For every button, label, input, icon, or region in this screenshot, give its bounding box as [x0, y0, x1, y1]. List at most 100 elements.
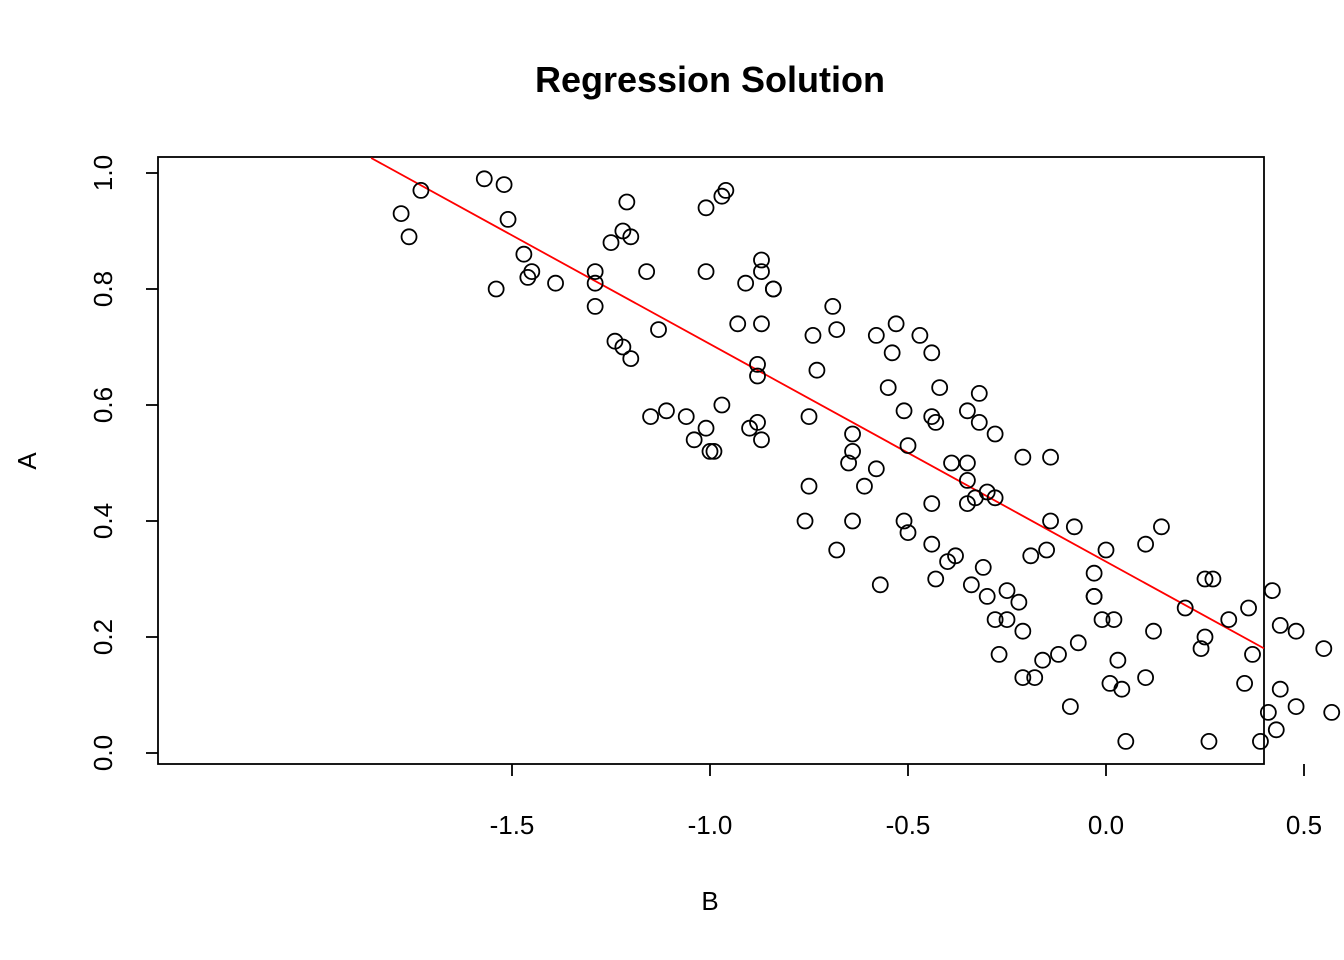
- data-point: [800, 408, 818, 426]
- data-point: [1010, 593, 1028, 611]
- data-point: [1271, 680, 1289, 698]
- data-point: [713, 396, 731, 414]
- x-axis-label: B: [701, 886, 718, 916]
- data-point: [828, 541, 846, 559]
- data-point: [1244, 646, 1261, 663]
- data-point: [1105, 611, 1123, 628]
- data-point: [808, 361, 826, 379]
- data-point: [1014, 448, 1032, 466]
- data-point: [871, 576, 889, 594]
- data-point: [392, 205, 410, 223]
- data-point: [717, 181, 735, 199]
- data-point: [749, 413, 766, 431]
- data-point: [749, 355, 766, 373]
- data-point: [638, 263, 656, 281]
- data-point: [1042, 512, 1059, 530]
- y-tick-label: 1.0: [88, 155, 118, 191]
- data-point: [828, 321, 846, 339]
- data-point: [923, 495, 941, 513]
- data-point: [586, 297, 604, 315]
- data-point: [1069, 634, 1087, 652]
- data-point: [737, 274, 755, 292]
- data-point: [1315, 640, 1333, 657]
- data-point: [895, 402, 913, 420]
- data-point: [622, 228, 640, 246]
- data-point: [1014, 622, 1032, 640]
- data-point: [927, 570, 945, 588]
- regression-line: [370, 157, 1265, 650]
- data-point: [927, 413, 945, 431]
- data-point: [1271, 617, 1289, 634]
- data-point: [923, 535, 941, 553]
- data-point: [962, 576, 980, 594]
- data-point: [586, 274, 604, 292]
- data-point: [998, 582, 1016, 599]
- data-point: [1192, 640, 1210, 657]
- data-point: [697, 263, 715, 281]
- data-point: [1263, 582, 1281, 599]
- data-point: [1085, 588, 1103, 605]
- data-point: [753, 251, 770, 269]
- data-point: [990, 646, 1008, 663]
- data-point: [1259, 704, 1277, 721]
- data-point: [1240, 599, 1257, 617]
- data-point: [1176, 599, 1194, 617]
- data-point: [677, 408, 695, 426]
- data-point: [1117, 733, 1135, 750]
- x-tick-label: -1.5: [490, 810, 535, 840]
- data-point: [1014, 669, 1032, 686]
- data-point: [959, 454, 976, 472]
- data-point: [998, 611, 1016, 628]
- data-point: [753, 315, 770, 333]
- plot-frame: [157, 156, 1265, 765]
- data-point: [523, 263, 541, 281]
- x-tick-label: -1.0: [688, 810, 733, 840]
- data-point: [622, 350, 640, 368]
- data-point: [1287, 698, 1305, 715]
- data-point: [495, 176, 513, 194]
- data-point: [970, 384, 988, 402]
- data-point: [1287, 622, 1305, 640]
- data-point: [412, 181, 430, 199]
- data-point: [844, 425, 861, 443]
- data-point: [697, 419, 715, 437]
- y-axis: 0.0 0.2 0.4 0.6 0.8 1.0: [88, 155, 158, 771]
- data-point: [515, 245, 533, 263]
- data-point: [701, 442, 719, 460]
- data-point: [959, 402, 976, 420]
- data-point: [986, 425, 1004, 443]
- data-point: [1050, 646, 1067, 663]
- data-point: [1097, 541, 1115, 559]
- data-point: [856, 477, 873, 495]
- data-point: [1026, 669, 1044, 686]
- data-point: [1022, 547, 1040, 565]
- data-point: [487, 280, 505, 298]
- x-tick-label: 0.0: [1088, 810, 1124, 840]
- data-point: [1034, 651, 1052, 669]
- points-layer: [392, 170, 1341, 750]
- data-point: [705, 442, 723, 460]
- data-point: [986, 489, 1004, 507]
- data-point: [618, 193, 636, 211]
- data-point: [1145, 622, 1162, 640]
- data-point: [986, 611, 1004, 628]
- data-point: [400, 228, 418, 246]
- data-point: [800, 477, 818, 495]
- data-point: [1038, 541, 1055, 559]
- data-point: [1323, 704, 1341, 721]
- data-point: [895, 512, 913, 530]
- data-point: [1153, 518, 1170, 536]
- data-point: [685, 431, 703, 449]
- data-point: [844, 512, 861, 530]
- data-point: [923, 344, 941, 362]
- y-tick-label: 0.6: [88, 387, 118, 423]
- chart-title: Regression Solution: [535, 59, 885, 100]
- data-point: [1137, 669, 1154, 686]
- x-axis: -1.5 -1.0 -0.5 0.0 0.5: [490, 764, 1322, 840]
- data-point: [867, 460, 885, 478]
- data-point: [824, 297, 842, 315]
- data-point: [729, 315, 747, 333]
- data-point: [749, 367, 766, 385]
- data-point: [586, 263, 604, 281]
- data-point: [970, 413, 988, 431]
